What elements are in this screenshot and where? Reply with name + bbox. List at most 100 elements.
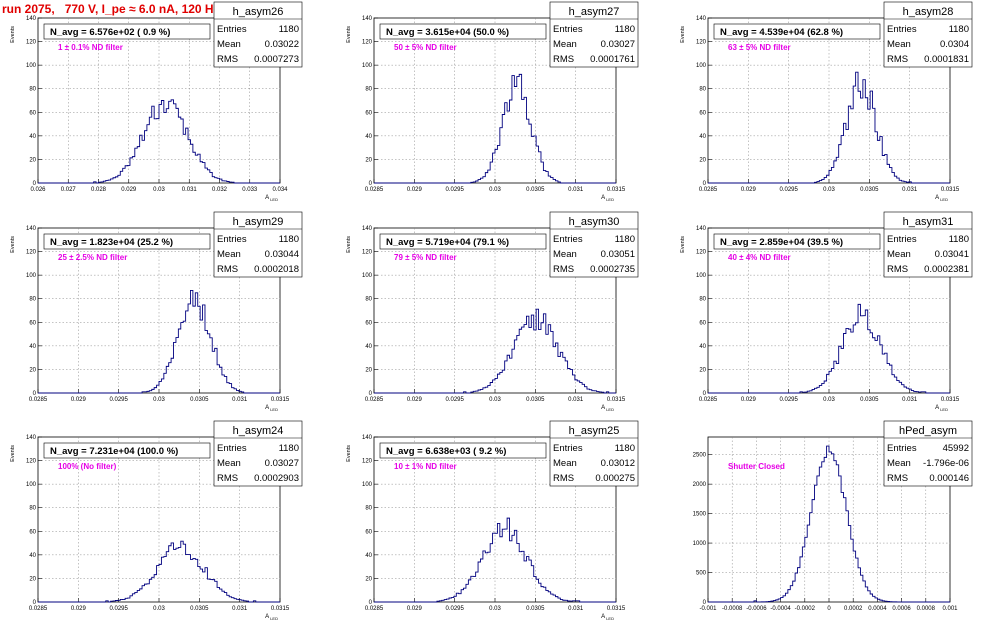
y-tick-label: 140	[362, 226, 373, 232]
x-tick-label: 0.0008	[917, 606, 936, 612]
stats-value: 0.03044	[265, 249, 299, 260]
x-axis-title: A LED	[935, 405, 948, 412]
stats-value: 0.0007273	[254, 54, 299, 65]
title-box	[43, 23, 211, 40]
stats-value: 1180	[949, 234, 969, 245]
title-box	[379, 442, 547, 459]
x-tick-label: 0.0285	[365, 187, 384, 193]
stats-label: RMS	[217, 264, 238, 275]
y-tick-label: 2500	[693, 453, 707, 459]
stats-box	[549, 1, 639, 68]
y-tick-label: 60	[699, 110, 706, 116]
y-tick-label: 100	[26, 63, 37, 69]
x-axis-title: A LED	[601, 614, 614, 621]
x-tick-label: -0.0006	[746, 606, 767, 612]
y-tick-label: 0	[703, 181, 707, 187]
stats-value: 0.03041	[935, 249, 969, 260]
x-tick-label: 0.027	[61, 187, 77, 193]
x-tick-label: 0.03	[153, 187, 165, 193]
y-tick-label: 0	[369, 181, 373, 187]
histogram-line	[38, 289, 280, 394]
x-axis-title: A LED	[265, 405, 278, 412]
stats-value: 0.0002018	[254, 264, 299, 275]
y-tick-label: 20	[365, 576, 372, 582]
x-tick-label: 0.0295	[779, 397, 798, 403]
x-tick-label: 0.029	[407, 397, 423, 403]
y-tick-label: 100	[26, 482, 37, 488]
stats-label: RMS	[887, 473, 908, 484]
x-tick-label: 0.026	[30, 187, 46, 193]
x-tick-label: 0.0315	[607, 606, 626, 612]
y-tick-label: 120	[26, 40, 37, 46]
y-tick-label: 0	[33, 181, 37, 187]
y-tick-label: 140	[26, 226, 37, 232]
stats-value: 0.03027	[601, 39, 635, 50]
y-tick-label: 1500	[693, 512, 707, 518]
y-tick-label: 80	[29, 87, 36, 93]
x-tick-label: 0.029	[71, 397, 87, 403]
x-tick-label: 0.03	[489, 187, 501, 193]
histogram-name: hPed_asym	[899, 425, 957, 437]
stats-box	[883, 420, 973, 487]
x-tick-label: 0.029	[741, 397, 757, 403]
x-axis-title: A LED	[265, 614, 278, 621]
stats-box	[213, 420, 303, 487]
stats-label: Entries	[887, 443, 917, 454]
y-tick-label: 40	[365, 344, 372, 350]
x-tick-label: 0.031	[232, 397, 248, 403]
stats-value: 0.0002381	[924, 264, 969, 275]
stats-label: Mean	[217, 39, 241, 50]
y-tick-label: 100	[362, 482, 373, 488]
x-tick-label: -0.0008	[722, 606, 743, 612]
stats-value: 0.0002735	[590, 264, 635, 275]
y-axis-title: Events	[10, 26, 16, 43]
stats-label: RMS	[217, 54, 238, 65]
histogram-line	[38, 540, 280, 603]
y-tick-label: 120	[362, 459, 373, 465]
stats-label: RMS	[553, 264, 574, 275]
title-text: N_avg = 7.231e+04 (100.0 %)	[50, 446, 178, 457]
filter-annotation: 63 ± 5% ND filter	[728, 43, 791, 52]
y-tick-label: 140	[362, 435, 373, 441]
x-tick-label: 0.031	[902, 187, 918, 193]
stats-value: 1180	[949, 24, 969, 35]
x-tick-label: 0.0295	[445, 187, 464, 193]
y-tick-label: 80	[29, 297, 36, 303]
x-tick-label: 0.0285	[29, 397, 48, 403]
y-tick-label: 140	[696, 16, 707, 22]
y-tick-label: 60	[365, 529, 372, 535]
histogram-line	[374, 308, 616, 394]
stats-box	[213, 211, 303, 278]
title-box	[713, 23, 881, 40]
stats-value: 45992	[943, 443, 969, 454]
y-tick-label: 100	[26, 273, 37, 279]
x-tick-label: 0.033	[242, 187, 258, 193]
x-tick-label: 0.0285	[699, 187, 718, 193]
stats-label: Mean	[887, 39, 911, 50]
title-text: N_avg = 2.859e+04 (39.5 %)	[720, 237, 843, 248]
stats-value: 0.03027	[265, 458, 299, 469]
y-tick-label: 60	[365, 110, 372, 116]
stats-value: 1180	[615, 24, 635, 35]
y-tick-label: 120	[362, 40, 373, 46]
x-tick-label: 0.031	[568, 606, 584, 612]
histogram-panel-h_asym30: 0.0285 0.029 0.0295 0.03 0.0305 0.031 0.0315 0 2…	[346, 211, 639, 412]
y-tick-label: 140	[26, 16, 37, 22]
stats-label: Entries	[553, 443, 583, 454]
x-tick-label: 0.0305	[190, 397, 209, 403]
y-tick-label: 500	[696, 571, 707, 577]
histogram-panel-h_asym26: 0.026 0.027 0.028 0.029 0.03 0.031 0.032 0.033 0…	[10, 1, 303, 202]
stats-box	[883, 211, 973, 278]
x-tick-label: 0.0315	[607, 397, 626, 403]
x-tick-label: 0.031	[568, 187, 584, 193]
y-axis-title: Events	[680, 236, 686, 253]
x-tick-label: 0.031	[568, 397, 584, 403]
y-tick-label: 0	[703, 600, 707, 606]
stats-label: Mean	[553, 39, 577, 50]
x-tick-label: 0.0295	[109, 397, 128, 403]
histogram-panel-h_asym29: 0.0285 0.029 0.0295 0.03 0.0305 0.031 0.0315 0 2…	[10, 211, 303, 412]
x-tick-label: 0.03	[153, 397, 165, 403]
y-tick-label: 80	[365, 297, 372, 303]
x-tick-label: 0.0315	[271, 397, 290, 403]
y-tick-label: 0	[703, 391, 707, 397]
